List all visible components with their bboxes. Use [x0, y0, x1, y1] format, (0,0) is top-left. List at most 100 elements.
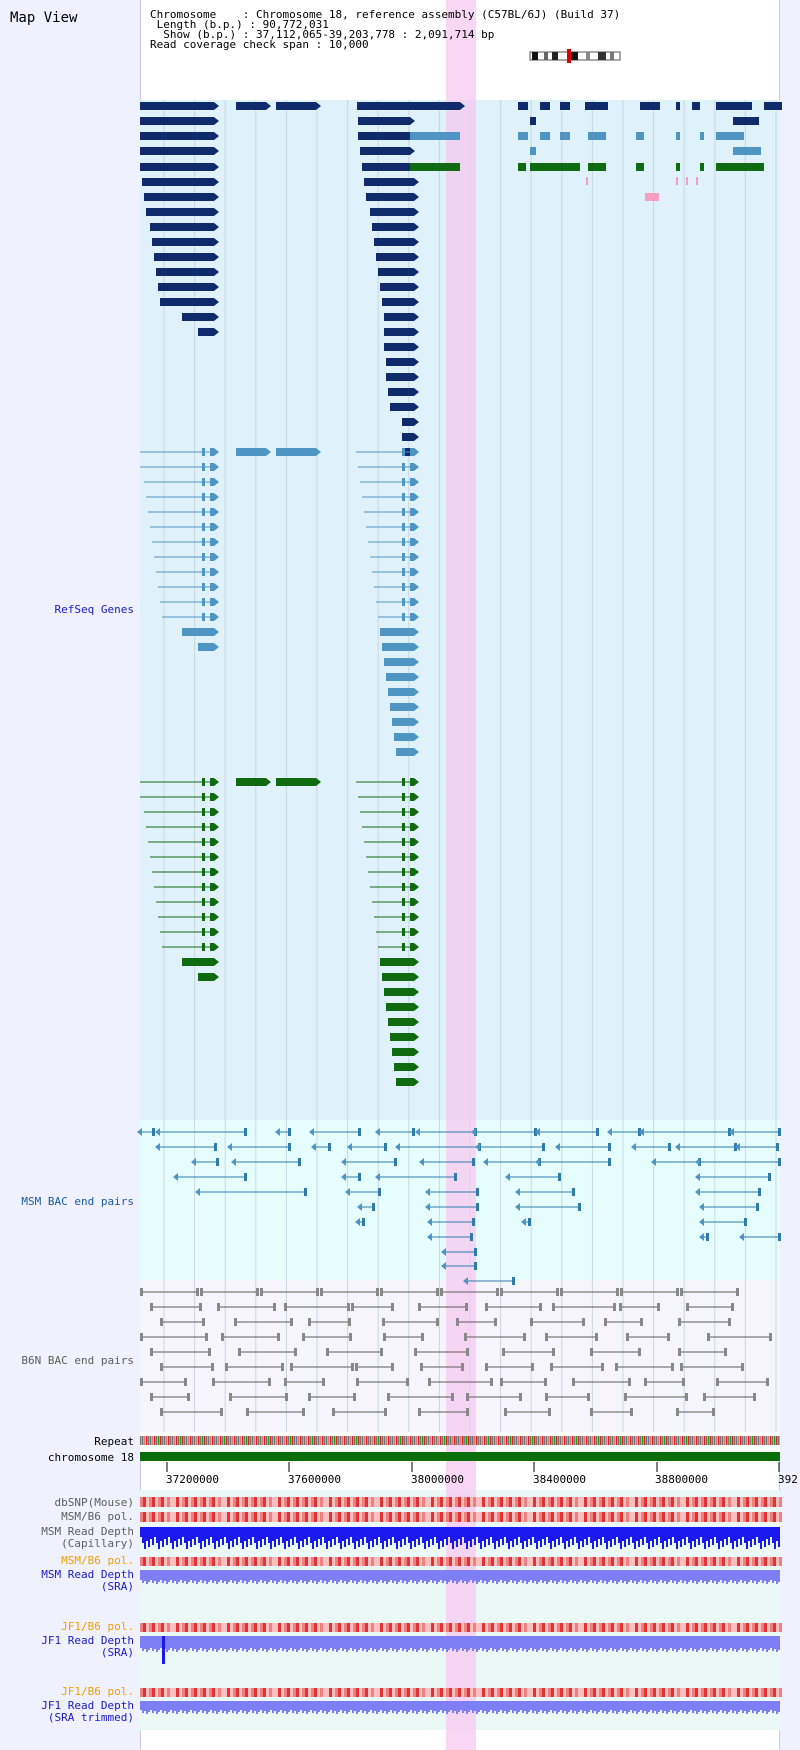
pol-heat-mark — [437, 1623, 440, 1632]
pol-heat-mark — [623, 1623, 626, 1632]
bac-end-marker — [140, 1378, 143, 1386]
repeat-mark — [692, 1436, 694, 1445]
track-label-jf1-depth-trim[interactable]: JF1 Read Depth — [41, 1699, 134, 1712]
pol-heat-mark — [590, 1623, 593, 1632]
read-depth-bar — [574, 1636, 576, 1649]
pol-heat-mark — [374, 1623, 377, 1632]
pol-heat-mark — [638, 1497, 641, 1507]
repeat-mark — [450, 1436, 452, 1445]
gene-strand-arrow — [414, 553, 419, 561]
read-depth-bar — [490, 1527, 492, 1537]
repeat-mark — [230, 1436, 232, 1445]
bac-end-marker — [548, 1408, 551, 1416]
pol-heat-mark — [623, 1557, 626, 1566]
read-depth-bar — [256, 1527, 258, 1549]
pol-heat-mark — [374, 1557, 377, 1566]
bac-end-marker — [285, 1393, 288, 1401]
pol-heat-mark — [500, 1512, 503, 1522]
gene-block — [716, 102, 752, 110]
read-depth-bar — [750, 1636, 752, 1648]
read-depth-bar — [452, 1636, 454, 1651]
read-depth-bar — [232, 1527, 234, 1547]
track-label-jf1-depth-sra[interactable]: JF1 Read Depth — [41, 1634, 134, 1647]
track-label-msm-depth-sra[interactable]: MSM Read Depth — [41, 1568, 134, 1581]
read-depth-bar — [294, 1701, 296, 1711]
repeat-mark — [644, 1436, 646, 1445]
read-depth-bar — [378, 1636, 380, 1650]
repeat-mark — [652, 1436, 654, 1445]
read-depth-bar — [216, 1570, 218, 1584]
read-depth-bar — [492, 1570, 494, 1583]
track-label-msm-b6-pol-2[interactable]: MSM/B6 pol. — [61, 1554, 134, 1567]
read-depth-bar — [166, 1570, 168, 1584]
gene-strand-arrow — [414, 718, 419, 726]
pol-heat-mark — [350, 1623, 353, 1632]
repeat-mark — [754, 1436, 756, 1445]
pol-heat-mark — [422, 1557, 425, 1566]
read-depth-bar — [240, 1636, 242, 1648]
track-label-refseq[interactable]: RefSeq Genes — [54, 603, 134, 616]
repeat-mark — [390, 1436, 392, 1445]
bac-end-marker — [695, 1158, 700, 1166]
track-label-msm-bac[interactable]: MSM BAC end pairs — [21, 1195, 134, 1208]
pol-heat-mark — [257, 1623, 260, 1632]
gene-exon — [402, 898, 405, 906]
read-depth-bar — [752, 1527, 754, 1539]
repeat-mark — [420, 1436, 422, 1445]
read-depth-bar — [302, 1701, 304, 1713]
pol-heat-mark — [233, 1623, 236, 1632]
gene-block — [394, 733, 414, 741]
track-label-jf1-b6-pol-2[interactable]: JF1/B6 pol. — [61, 1685, 134, 1698]
read-depth-bar — [630, 1570, 632, 1580]
bac-end-marker — [378, 1188, 381, 1196]
gene-exon — [402, 598, 405, 606]
repeat-mark — [516, 1436, 518, 1445]
pol-heat-mark — [677, 1688, 680, 1697]
pol-heat-mark — [344, 1688, 347, 1697]
gene-block — [140, 147, 214, 155]
pol-heat-mark — [392, 1688, 395, 1697]
pol-heat-mark — [521, 1512, 524, 1522]
read-depth-bar — [726, 1701, 728, 1714]
gene-strand-arrow — [214, 147, 219, 155]
bac-end-marker — [140, 1288, 143, 1296]
track-label-dbsnp[interactable]: dbSNP(Mouse) — [54, 1496, 134, 1509]
pol-heat-mark — [461, 1688, 464, 1697]
pol-heat-mark — [560, 1497, 563, 1507]
pol-heat-mark — [383, 1497, 386, 1507]
pol-heat-mark — [176, 1688, 179, 1697]
pol-heat-mark — [467, 1497, 470, 1507]
read-depth-bar — [604, 1527, 606, 1543]
pol-heat-mark — [731, 1497, 734, 1507]
bac-end-marker — [463, 1277, 468, 1285]
pol-heat-mark — [728, 1688, 731, 1697]
read-depth-bar — [586, 1570, 588, 1584]
track-label-b6n-bac[interactable]: B6N BAC end pairs — [21, 1354, 134, 1367]
pol-heat-mark — [674, 1623, 677, 1632]
gene-strand-arrow — [214, 868, 219, 876]
pol-heat-mark — [695, 1512, 698, 1522]
pol-heat-mark — [761, 1512, 764, 1522]
bac-end-marker — [221, 1333, 224, 1341]
bac-end-marker — [152, 1128, 155, 1136]
read-depth-bar — [458, 1570, 460, 1582]
read-depth-bar — [310, 1527, 312, 1543]
pol-heat-mark — [236, 1512, 239, 1522]
read-depth-bar — [198, 1701, 200, 1712]
track-label-msm-depth-cap[interactable]: MSM Read Depth — [41, 1525, 134, 1538]
track-label-msm-b6-pol[interactable]: MSM/B6 pol. — [61, 1510, 134, 1523]
read-depth-bar — [488, 1701, 490, 1712]
pol-heat-mark — [179, 1512, 182, 1522]
gene-exon — [402, 838, 405, 846]
read-depth-bar — [436, 1570, 438, 1584]
read-depth-bar — [182, 1636, 184, 1651]
track-label-jf1-b6-pol[interactable]: JF1/B6 pol. — [61, 1620, 134, 1633]
pol-heat-mark — [479, 1497, 482, 1507]
pol-heat-mark — [665, 1497, 668, 1507]
read-depth-bar — [414, 1527, 416, 1547]
repeat-mark — [768, 1436, 770, 1445]
pol-heat-mark — [356, 1557, 359, 1566]
read-depth-bar — [658, 1570, 660, 1582]
read-depth-bar — [326, 1636, 328, 1652]
